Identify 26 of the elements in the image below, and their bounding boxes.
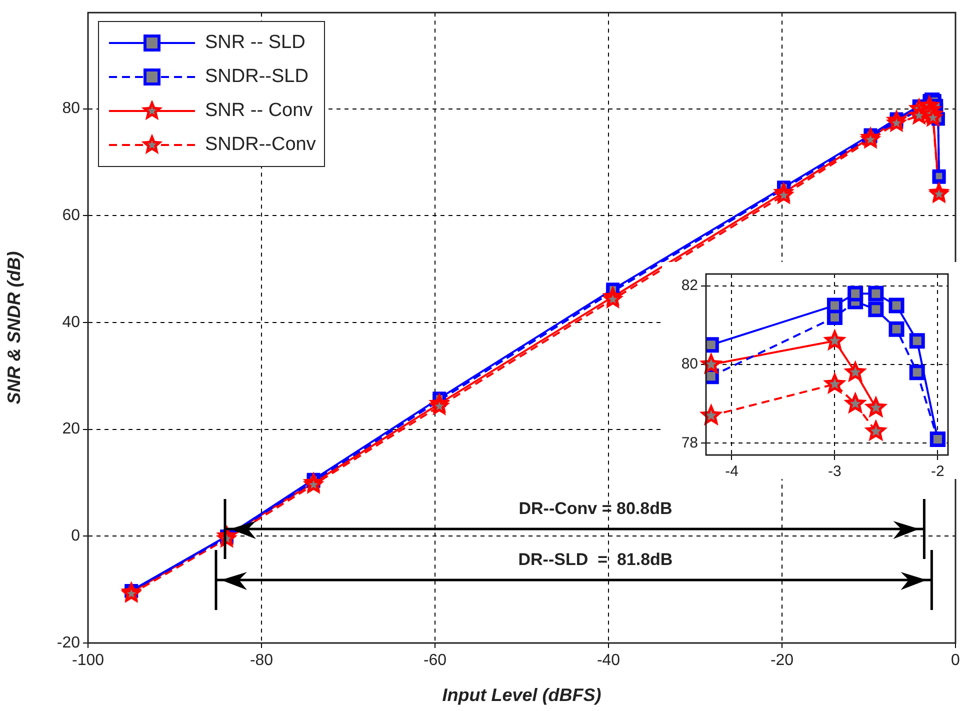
x-axis-title: Input Level (dBFS) xyxy=(442,685,602,706)
y-tick-label: 80 xyxy=(62,100,80,118)
annotation: DR--SLD = 81.8dB xyxy=(518,550,673,570)
x-tick-label: -2 xyxy=(931,463,944,480)
x-tick-label: -20 xyxy=(770,652,794,670)
x-tick-label: -80 xyxy=(250,652,274,670)
x-tick-label: -100 xyxy=(72,652,104,670)
y-tick-label: 80 xyxy=(681,356,698,373)
legend-label: SNR -- Conv xyxy=(205,100,313,122)
x-tick-label: -4 xyxy=(725,463,738,480)
y-tick-label: -20 xyxy=(56,634,80,652)
y-tick-label: 0 xyxy=(71,528,80,545)
x-tick-label: -60 xyxy=(423,652,447,670)
x-tick-label: -3 xyxy=(828,463,842,480)
y-tick-label: 82 xyxy=(681,276,698,294)
x-tick-label: 0 xyxy=(951,652,960,670)
y-tick-label: 40 xyxy=(62,314,80,331)
legend-label: SNDR--SLD xyxy=(205,66,308,88)
y-axis-title: SNR & SNDR (dB) xyxy=(4,251,24,404)
legend-label: SNR -- SLD xyxy=(205,32,306,54)
x-tick-label: -40 xyxy=(596,652,620,670)
y-tick-label: 20 xyxy=(62,420,80,438)
y-tick-label: 78 xyxy=(681,434,698,452)
annotation: DR--Conv = 80.8dB xyxy=(518,498,672,519)
legend-label: SNDR--Conv xyxy=(205,134,316,156)
y-tick-label: 60 xyxy=(62,207,80,224)
